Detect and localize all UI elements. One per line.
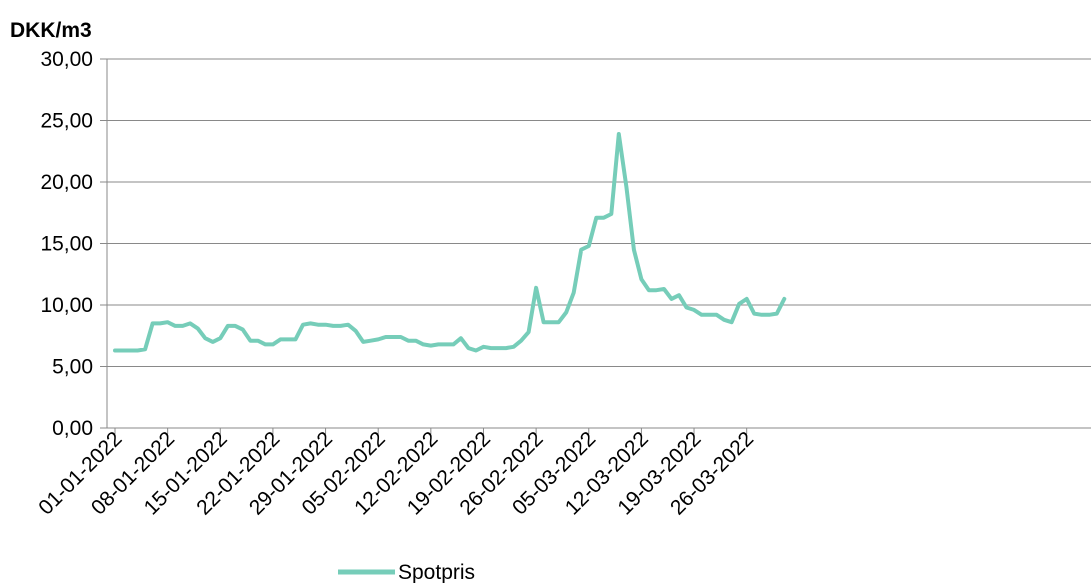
legend: Spotpris [338, 561, 475, 583]
gridlines [107, 58, 1091, 367]
x-axis-ticks: 01-01-202208-01-202215-01-202222-01-2022… [34, 427, 758, 519]
y-tick-label: 25,00 [40, 110, 93, 133]
y-tick-label: 15,00 [40, 233, 93, 256]
y-axis-ticks: 0,00 5,00 10,00 15,00 20,00 25,00 30,00 [40, 48, 107, 440]
spotpris-series-line [113, 132, 787, 353]
y-axis-unit-label: DKK/m3 [10, 19, 92, 42]
legend-label-spotpris: Spotpris [398, 561, 475, 583]
y-tick-label: 0,00 [52, 417, 93, 440]
y-tick-label: 20,00 [40, 171, 93, 194]
y-tick-label: 10,00 [40, 294, 93, 317]
y-tick-label: 30,00 [40, 48, 93, 71]
y-tick-label: 5,00 [52, 356, 93, 379]
